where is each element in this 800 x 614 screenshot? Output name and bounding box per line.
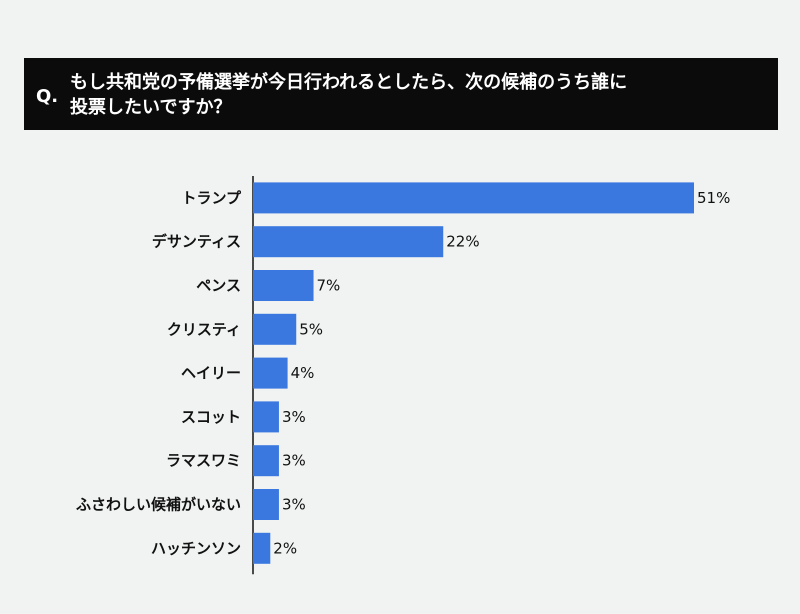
bar [253, 489, 279, 520]
question-line-2: 投票したいですか？ [70, 97, 232, 118]
category-label: ラマスワミ [166, 452, 241, 470]
value-label: 5% [299, 320, 323, 338]
bar [253, 532, 271, 564]
value-label: 2% [273, 539, 297, 557]
bar [253, 401, 279, 433]
value-label: 3% [282, 452, 306, 470]
category-label: デサンティス [152, 233, 241, 251]
value-label: 4% [291, 364, 315, 382]
value-label: 22% [446, 233, 479, 251]
question-line-1: もし共和党の予備選挙が今日行われるとしたら、次の候補のうち誰に [70, 72, 628, 93]
question-text: もし共和党の予備選挙が今日行われるとしたら、次の候補のうち誰に 投票したいですか… [70, 70, 770, 120]
value-label: 3% [282, 496, 306, 514]
bar [253, 313, 297, 345]
value-label: 51% [697, 189, 730, 207]
category-label: ヘイリー [181, 364, 241, 382]
category-label: スコット [181, 408, 241, 426]
bar [253, 270, 314, 301]
category-label: クリスティ [167, 320, 241, 338]
bar [253, 445, 279, 477]
category-label: ハッチンソン [151, 539, 241, 557]
value-label: 3% [282, 408, 306, 426]
category-label: ふさわしい候補がいない [76, 496, 241, 514]
category-label: ペンス [196, 277, 241, 295]
question-prefix: Q. [36, 86, 59, 107]
bar [253, 226, 444, 258]
value-label: 7% [317, 277, 341, 295]
question-banner: Q. もし共和党の予備選挙が今日行われるとしたら、次の候補のうち誰に 投票したい… [24, 58, 778, 130]
bar [253, 182, 694, 214]
bar [253, 357, 288, 389]
category-label: トランプ [181, 189, 242, 207]
